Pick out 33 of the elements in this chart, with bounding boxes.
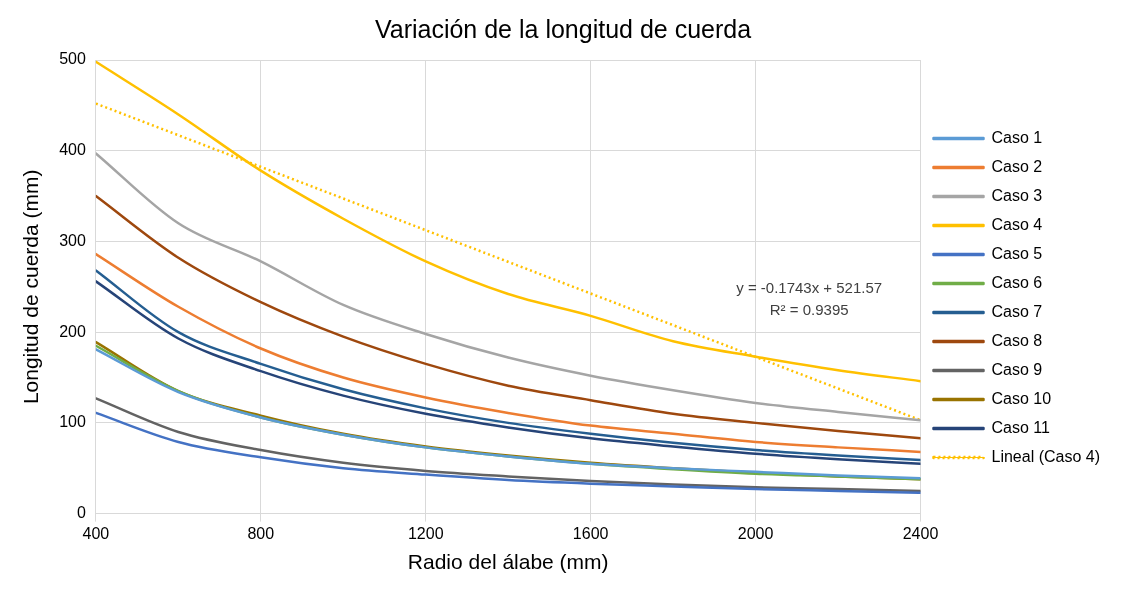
legend-label: Caso 10 bbox=[991, 389, 1052, 407]
legend-label: Lineal (Caso 4) bbox=[991, 447, 1100, 465]
chart-title: Variación de la longitud de cuerda bbox=[374, 14, 752, 43]
y-tick-label: 500 bbox=[59, 50, 86, 68]
legend-label: Caso 6 bbox=[991, 273, 1043, 291]
legend-label: Caso 1 bbox=[991, 128, 1043, 146]
line-series bbox=[95, 397, 921, 493]
y-tick-label: 200 bbox=[59, 322, 86, 340]
legend-label: Caso 4 bbox=[991, 215, 1043, 233]
line-series bbox=[95, 152, 921, 422]
y-axis-title: Longitud de cuerda (mm) bbox=[19, 169, 43, 405]
y-tick-label: 100 bbox=[59, 413, 86, 431]
line-series bbox=[95, 411, 921, 494]
y-tick-label: 300 bbox=[59, 231, 86, 249]
legend-label: Caso 11 bbox=[991, 418, 1051, 436]
x-tick-label: 2400 bbox=[902, 524, 939, 542]
x-axis-title: Radio del álabe (mm) bbox=[407, 550, 609, 574]
x-tick-label: 2000 bbox=[737, 524, 774, 542]
annotation: y = -0.1743x + 521.57 bbox=[736, 279, 883, 297]
x-tick-label: 1200 bbox=[407, 524, 444, 542]
legend-label: Caso 7 bbox=[991, 302, 1043, 320]
legend-label: Caso 8 bbox=[991, 331, 1043, 349]
legend-label: Caso 2 bbox=[991, 157, 1043, 175]
legend-label: Caso 3 bbox=[991, 186, 1043, 204]
legend-label: Caso 5 bbox=[991, 244, 1043, 262]
y-tick-label: 0 bbox=[76, 504, 86, 522]
x-tick-label: 400 bbox=[82, 524, 110, 542]
annotation: R² = 0.9395 bbox=[769, 301, 849, 319]
y-tick-label: 400 bbox=[59, 141, 86, 159]
x-tick-label: 1600 bbox=[572, 524, 609, 542]
legend-label: Caso 9 bbox=[991, 360, 1043, 378]
line-series bbox=[95, 194, 921, 440]
x-tick-label: 800 bbox=[247, 524, 275, 542]
